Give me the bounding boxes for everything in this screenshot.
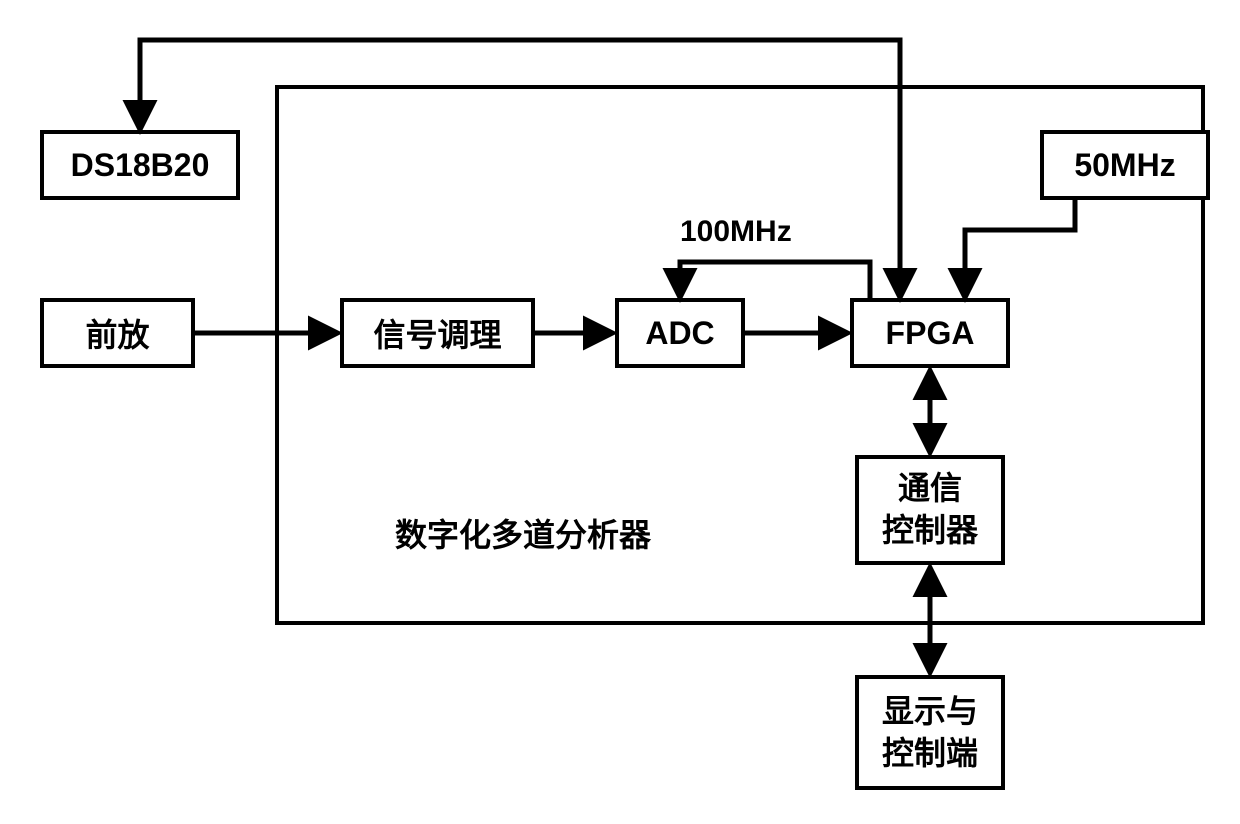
fpga-to-adc-100mhz-line (680, 262, 870, 298)
block-diagram: DS18B20 前放 信号调理 ADC FPGA 50MHz 通信 控制器 显示… (0, 0, 1240, 824)
50mhz-to-fpga-line (965, 200, 1075, 298)
connectors-svg (0, 0, 1240, 824)
ds18b20-to-fpga-line (140, 40, 900, 298)
